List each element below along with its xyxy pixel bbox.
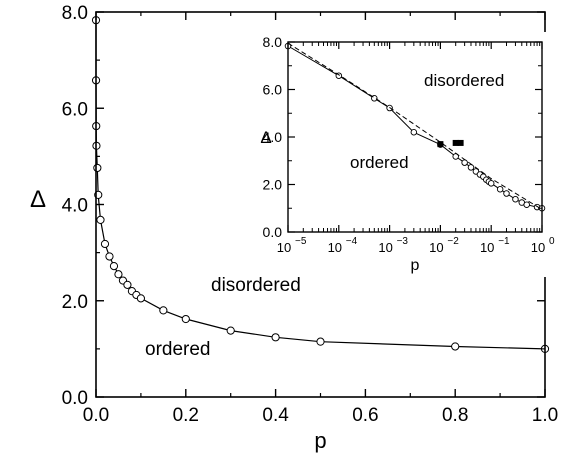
main-axes: 0.0 0.2 0.4 0.6 0.8 1.0 0.0 2.0 4.0 6.0 8.0 — [62, 3, 559, 426]
inset-data-point — [487, 180, 495, 187]
inset-x-tick-label: 10 — [378, 240, 392, 255]
main-y-tick-label: 6.0 — [62, 99, 88, 120]
inset-y-tick-label: 8.0 — [263, 34, 283, 50]
main-y-tick-label: 0.0 — [62, 388, 88, 409]
inset-data-point — [467, 164, 475, 171]
main-x-tick-label: 0.6 — [352, 405, 378, 426]
main-data-point — [93, 163, 102, 173]
main-annotation-disordered: disordered — [211, 275, 301, 296]
main-y-tick-label: 8.0 — [62, 3, 88, 24]
inset-x-tick-label: 10 — [277, 240, 291, 255]
inset-y-tick-label: 4.0 — [263, 129, 283, 145]
inset-x-tick-exponent: −5 — [295, 236, 307, 247]
main-annotation-ordered: ordered — [145, 339, 211, 360]
inset-series — [284, 42, 546, 212]
main-data-point — [105, 252, 114, 261]
main-x-tick-label: 0.0 — [83, 405, 109, 426]
main-x-tick-label: 1.0 — [532, 405, 558, 426]
main-chart: 0.0 0.2 0.4 0.6 0.8 1.0 0.0 2.0 4.0 6.0 8.0 disord… — [30, 3, 558, 453]
inset-x-tick-label: 10 — [429, 240, 443, 255]
inset-y-tick-label: 0.0 — [263, 224, 283, 240]
inset-x-tick-exponent: 0 — [549, 236, 555, 247]
inset-square-marker — [457, 139, 464, 146]
main-x-tick-label: 0.2 — [173, 405, 199, 426]
main-x-tick-label: 0.4 — [262, 405, 289, 426]
main-data-point — [123, 280, 132, 289]
main-data-point — [109, 262, 119, 271]
inset-y-tick-label: 2.0 — [263, 177, 283, 193]
inset-x-tick-exponent: −2 — [447, 236, 459, 247]
inset-annotation-ordered: ordered — [350, 153, 409, 172]
main-y-axis-label: Δ — [30, 186, 46, 213]
inset-data-point — [461, 159, 468, 166]
main-data-point — [159, 306, 168, 315]
inset-chart: 10 −5 10 −4 10 −3 10 −2 10 −1 10 0 0.0 2.0 4.0 6.0 8.0 d… — [238, 32, 556, 277]
main-data-point — [451, 342, 460, 351]
inset-square-marker — [437, 141, 444, 148]
main-y-tick-label: 2.0 — [62, 292, 88, 313]
main-x-axis-label: p — [314, 428, 326, 453]
inset-annotation-disordered: disordered — [424, 71, 504, 90]
main-y-tick-label: 4.0 — [62, 196, 88, 217]
inset-y-axis-label: Δ — [260, 128, 271, 147]
main-data-point — [181, 314, 190, 324]
inset-x-tick-exponent: −4 — [346, 236, 358, 247]
inset-y-tick-label: 6.0 — [263, 82, 283, 98]
inset-data-point — [523, 201, 530, 208]
inset-data-point — [512, 195, 519, 203]
inset-x-tick-label: 10 — [531, 240, 545, 255]
main-data-point — [114, 270, 123, 279]
inset-data-point — [496, 185, 504, 193]
main-data-point — [226, 326, 235, 335]
main-data-point — [136, 294, 145, 303]
inset-x-tick-label: 10 — [328, 240, 342, 255]
inset-x-tick-exponent: −3 — [397, 236, 409, 247]
main-x-tick-label: 0.8 — [442, 405, 468, 426]
inset-data-point — [410, 128, 418, 136]
inset-dashed-fit-line — [287, 42, 543, 210]
inset-axes: 10 −5 10 −4 10 −3 10 −2 10 −1 10 0 0.0 2.0 4.0 6.0 8.0 — [263, 34, 555, 255]
inset-x-tick-label: 10 — [480, 240, 494, 255]
main-data-point — [316, 337, 325, 346]
main-data-point — [271, 333, 280, 342]
main-data-point — [96, 215, 105, 224]
inset-x-tick-exponent: −1 — [498, 236, 510, 247]
main-data-point — [100, 239, 110, 249]
inset-background — [238, 32, 556, 277]
inset-data-point — [503, 190, 510, 197]
inset-square-marker — [452, 139, 459, 146]
inset-x-axis-label: p — [411, 257, 420, 274]
